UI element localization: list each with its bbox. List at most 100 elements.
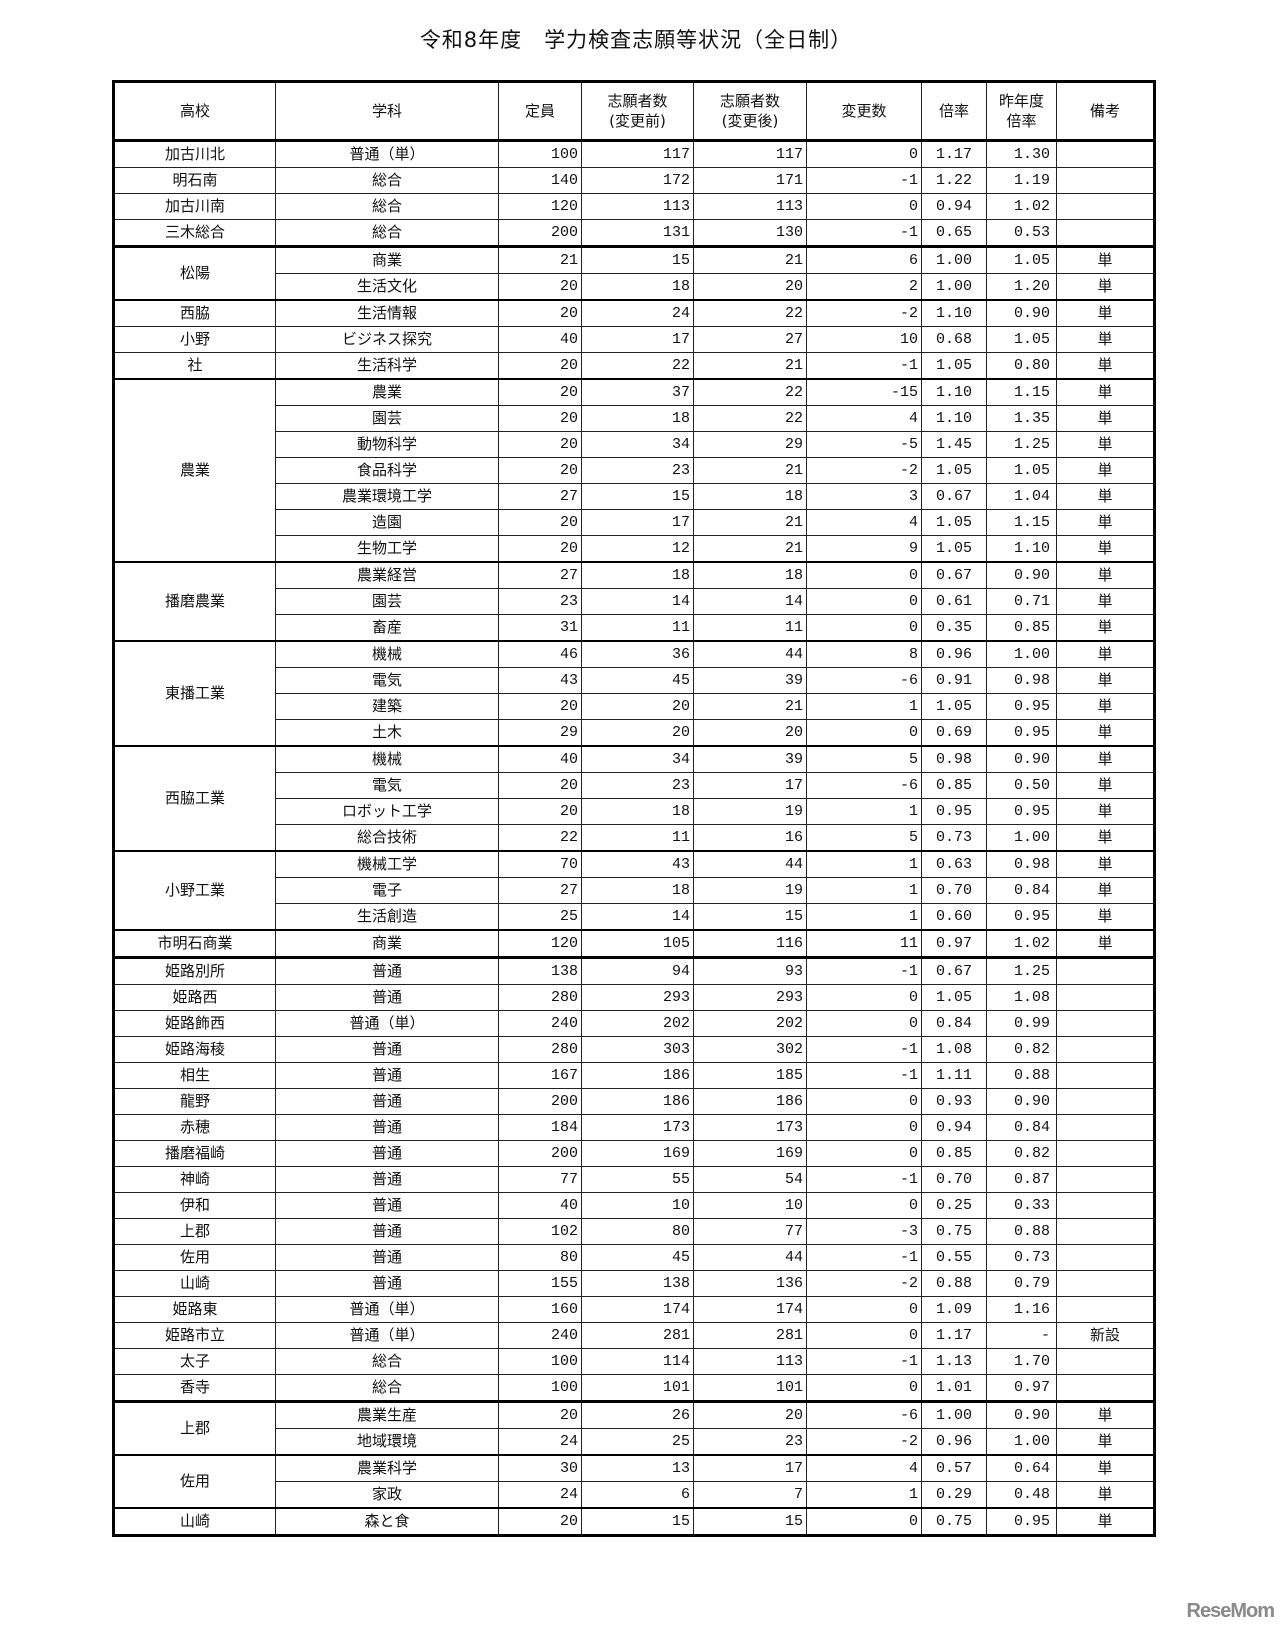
- remarks-cell: [1056, 1192, 1155, 1219]
- applicants-before-cell: 18: [581, 877, 694, 904]
- table-row: 家政 24 6 7 1 0.29 0.48 単: [114, 1481, 1155, 1509]
- applicants-after-cell: 44: [693, 850, 807, 878]
- prev-ratio-cell: 0.84: [986, 1114, 1057, 1141]
- department-cell: 普通（単）: [275, 1296, 499, 1323]
- prev-ratio-cell: 0.95: [986, 798, 1057, 825]
- table-row: 姫路海稜 普通 280 303 302 -1 1.08 0.82: [113, 1036, 1155, 1063]
- remarks-cell: 単: [1056, 719, 1155, 747]
- applicants-before-cell: 281: [581, 1322, 694, 1349]
- capacity-cell: 40: [498, 1192, 582, 1219]
- ratio-cell: 0.35: [921, 614, 987, 642]
- remarks-cell: [1056, 1036, 1155, 1063]
- applicants-before-cell: 18: [581, 273, 694, 301]
- table-row: 伊和 普通 40 10 10 0 0.25 0.33: [113, 1192, 1155, 1219]
- applicants-before-cell: 173: [581, 1114, 694, 1141]
- prev-ratio-cell: 0.97: [986, 1374, 1057, 1402]
- prev-ratio-cell: 0.90: [986, 299, 1057, 327]
- change-cell: 1: [806, 693, 922, 720]
- prev-ratio-cell: 0.82: [986, 1140, 1057, 1167]
- school-cell: 姫路海稜: [113, 1036, 276, 1063]
- applicants-before-cell: 15: [581, 483, 694, 510]
- capacity-cell: 77: [498, 1166, 582, 1193]
- department-cell: 土木: [275, 719, 499, 747]
- ratio-cell: 0.91: [921, 667, 987, 694]
- ratio-cell: 0.88: [921, 1270, 987, 1297]
- remarks-cell: [1056, 984, 1155, 1011]
- change-cell: -1: [806, 1348, 922, 1375]
- department-cell: 食品科学: [275, 457, 499, 484]
- change-cell: 0: [806, 984, 922, 1011]
- department-cell: 生活科学: [275, 352, 499, 380]
- applicants-after-cell: 44: [693, 1244, 807, 1271]
- school-cell: 加古川北: [113, 140, 276, 168]
- applicants-after-cell: 130: [693, 219, 807, 247]
- capacity-cell: 20: [498, 431, 582, 458]
- school-cell: 相生: [113, 1062, 276, 1089]
- department-cell: 総合: [275, 167, 499, 194]
- applicants-before-cell: 26: [581, 1400, 694, 1429]
- change-cell: 1: [806, 877, 922, 904]
- applicants-after-cell: 185: [693, 1062, 807, 1089]
- prev-ratio-cell: 1.08: [986, 984, 1057, 1011]
- department-cell: 電気: [275, 772, 499, 799]
- capacity-cell: 20: [498, 535, 582, 563]
- resemom-logo: ReseMom: [1186, 1600, 1275, 1622]
- change-cell: -2: [806, 457, 922, 484]
- applicants-before-cell: 17: [581, 326, 694, 353]
- prev-ratio-cell: 1.02: [986, 193, 1057, 220]
- applicants-before-cell: 23: [581, 772, 694, 799]
- table-row: 太子 総合 100 114 113 -1 1.13 1.70: [113, 1348, 1155, 1375]
- ratio-cell: 1.00: [921, 245, 987, 274]
- column-header-applicants-before: 志願者数 (変更前): [581, 81, 694, 142]
- change-cell: -6: [806, 1400, 922, 1429]
- applicants-before-cell: 105: [581, 929, 694, 958]
- applicants-after-cell: 16: [693, 824, 807, 852]
- school-cell: 山崎: [113, 1270, 276, 1297]
- column-header-prev-ratio: 昨年度 倍率: [986, 81, 1057, 142]
- school-cell: 姫路西: [113, 984, 276, 1011]
- table-row: 佐用 農業科学 30 13 17 4 0.57 0.64 単: [113, 1454, 1155, 1509]
- capacity-cell: 24: [498, 1428, 582, 1456]
- table-row: 生活創造 25 14 15 1 0.60 0.95 単: [114, 903, 1155, 931]
- department-cell: 農業環境工学: [275, 483, 499, 510]
- ratio-cell: 0.67: [921, 561, 987, 589]
- school-cell: 上郡: [113, 1400, 276, 1456]
- school-cell: 小野: [113, 326, 276, 353]
- department-cell: 普通: [275, 956, 499, 985]
- remarks-cell: [1056, 1010, 1155, 1037]
- applicants-before-cell: 14: [581, 588, 694, 615]
- applicants-before-cell: 117: [581, 140, 694, 168]
- ratio-cell: 0.85: [921, 1140, 987, 1167]
- department-cell: 園芸: [275, 588, 499, 615]
- school-cell: 農業: [113, 378, 276, 563]
- capacity-cell: 200: [498, 1088, 582, 1115]
- remarks-cell: 単: [1056, 535, 1155, 563]
- capacity-cell: 40: [498, 745, 582, 773]
- prev-ratio-cell: 1.20: [986, 273, 1057, 301]
- capacity-cell: 20: [498, 798, 582, 825]
- column-header-remarks: 備考: [1056, 81, 1155, 142]
- ratio-cell: 1.10: [921, 405, 987, 432]
- remarks-cell: [1056, 1114, 1155, 1141]
- applicants-before-cell: 11: [581, 614, 694, 642]
- remarks-cell: 単: [1056, 457, 1155, 484]
- column-header-change: 変更数: [806, 81, 922, 142]
- table-row: 姫路東 普通（単） 160 174 174 0 1.09 1.16: [113, 1296, 1155, 1323]
- school-cell: 市明石商業: [113, 929, 276, 958]
- school-cell: 龍野: [113, 1088, 276, 1115]
- department-cell: 普通（単）: [275, 140, 499, 168]
- applicants-before-cell: 10: [581, 1192, 694, 1219]
- change-cell: -1: [806, 167, 922, 194]
- table-row: 西脇 生活情報 20 24 22 -2 1.10 0.90 単: [113, 299, 1155, 327]
- school-cell: 香寺: [113, 1374, 276, 1402]
- change-cell: 0: [806, 1296, 922, 1323]
- column-header-applicants-after: 志願者数 (変更後): [693, 81, 807, 142]
- applicants-after-cell: 19: [693, 798, 807, 825]
- ratio-cell: 0.85: [921, 772, 987, 799]
- department-cell: 普通: [275, 1140, 499, 1167]
- applicants-after-cell: 21: [693, 535, 807, 563]
- prev-ratio-cell: 1.05: [986, 245, 1057, 274]
- table-header-row: 高校 学科 定員 志願者数 (変更前) 志願者数 (変更後) 変更数 倍率 昨年度 倍率 備考: [113, 81, 1155, 142]
- remarks-cell: [1056, 1348, 1155, 1375]
- change-cell: 2: [806, 273, 922, 301]
